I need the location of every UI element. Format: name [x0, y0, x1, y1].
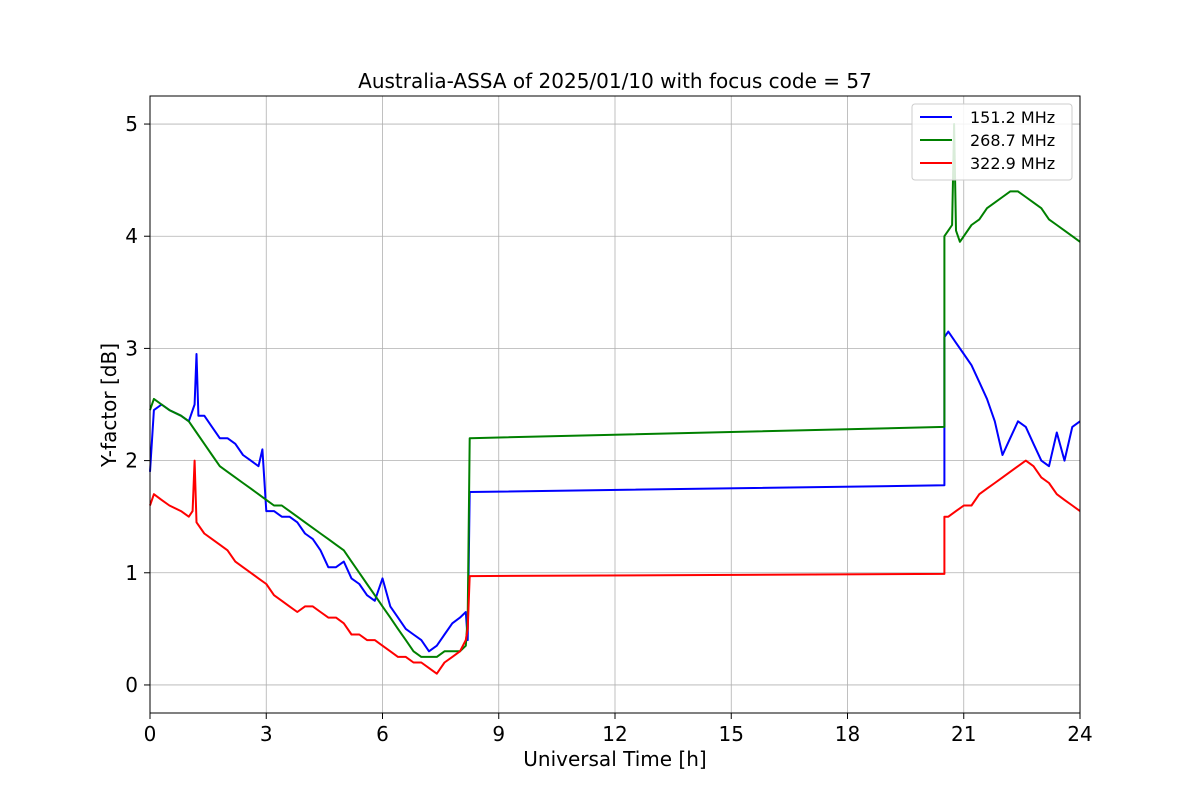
legend-label-0: 151.2 MHz — [970, 108, 1055, 127]
x-tick-label: 6 — [376, 722, 389, 746]
series-line-1 — [149, 123, 1081, 658]
x-tick-label: 3 — [260, 722, 273, 746]
x-tick-label: 24 — [1067, 722, 1092, 746]
y-tick-label: 1 — [125, 561, 138, 585]
x-tick-label: 9 — [492, 722, 505, 746]
plot-series — [149, 123, 1081, 675]
y-axis-label: Y-factor [dB] — [97, 343, 121, 468]
x-tick-label: 21 — [951, 722, 976, 746]
y-tick-label: 2 — [125, 449, 138, 473]
x-axis-label: Universal Time [h] — [523, 747, 706, 771]
x-tick-label: 0 — [144, 722, 157, 746]
y-tick-label: 4 — [125, 224, 138, 248]
x-tick-label: 15 — [719, 722, 744, 746]
legend: 151.2 MHz 268.7 MHz 322.9 MHz — [911, 103, 1073, 181]
legend-label-2: 322.9 MHz — [970, 154, 1055, 173]
x-tick-label: 12 — [602, 722, 627, 746]
y-tick-label: 5 — [125, 112, 138, 136]
series-line-0 — [149, 330, 1081, 653]
legend-label-1: 268.7 MHz — [970, 131, 1055, 150]
y-tick-label: 3 — [125, 336, 138, 360]
series-line-2 — [149, 459, 1081, 675]
legend-box — [911, 103, 1073, 181]
chart-title: Australia-ASSA of 2025/01/10 with focus … — [358, 69, 872, 93]
x-tick-label: 18 — [835, 722, 860, 746]
y-tick-label: 0 — [125, 673, 138, 697]
